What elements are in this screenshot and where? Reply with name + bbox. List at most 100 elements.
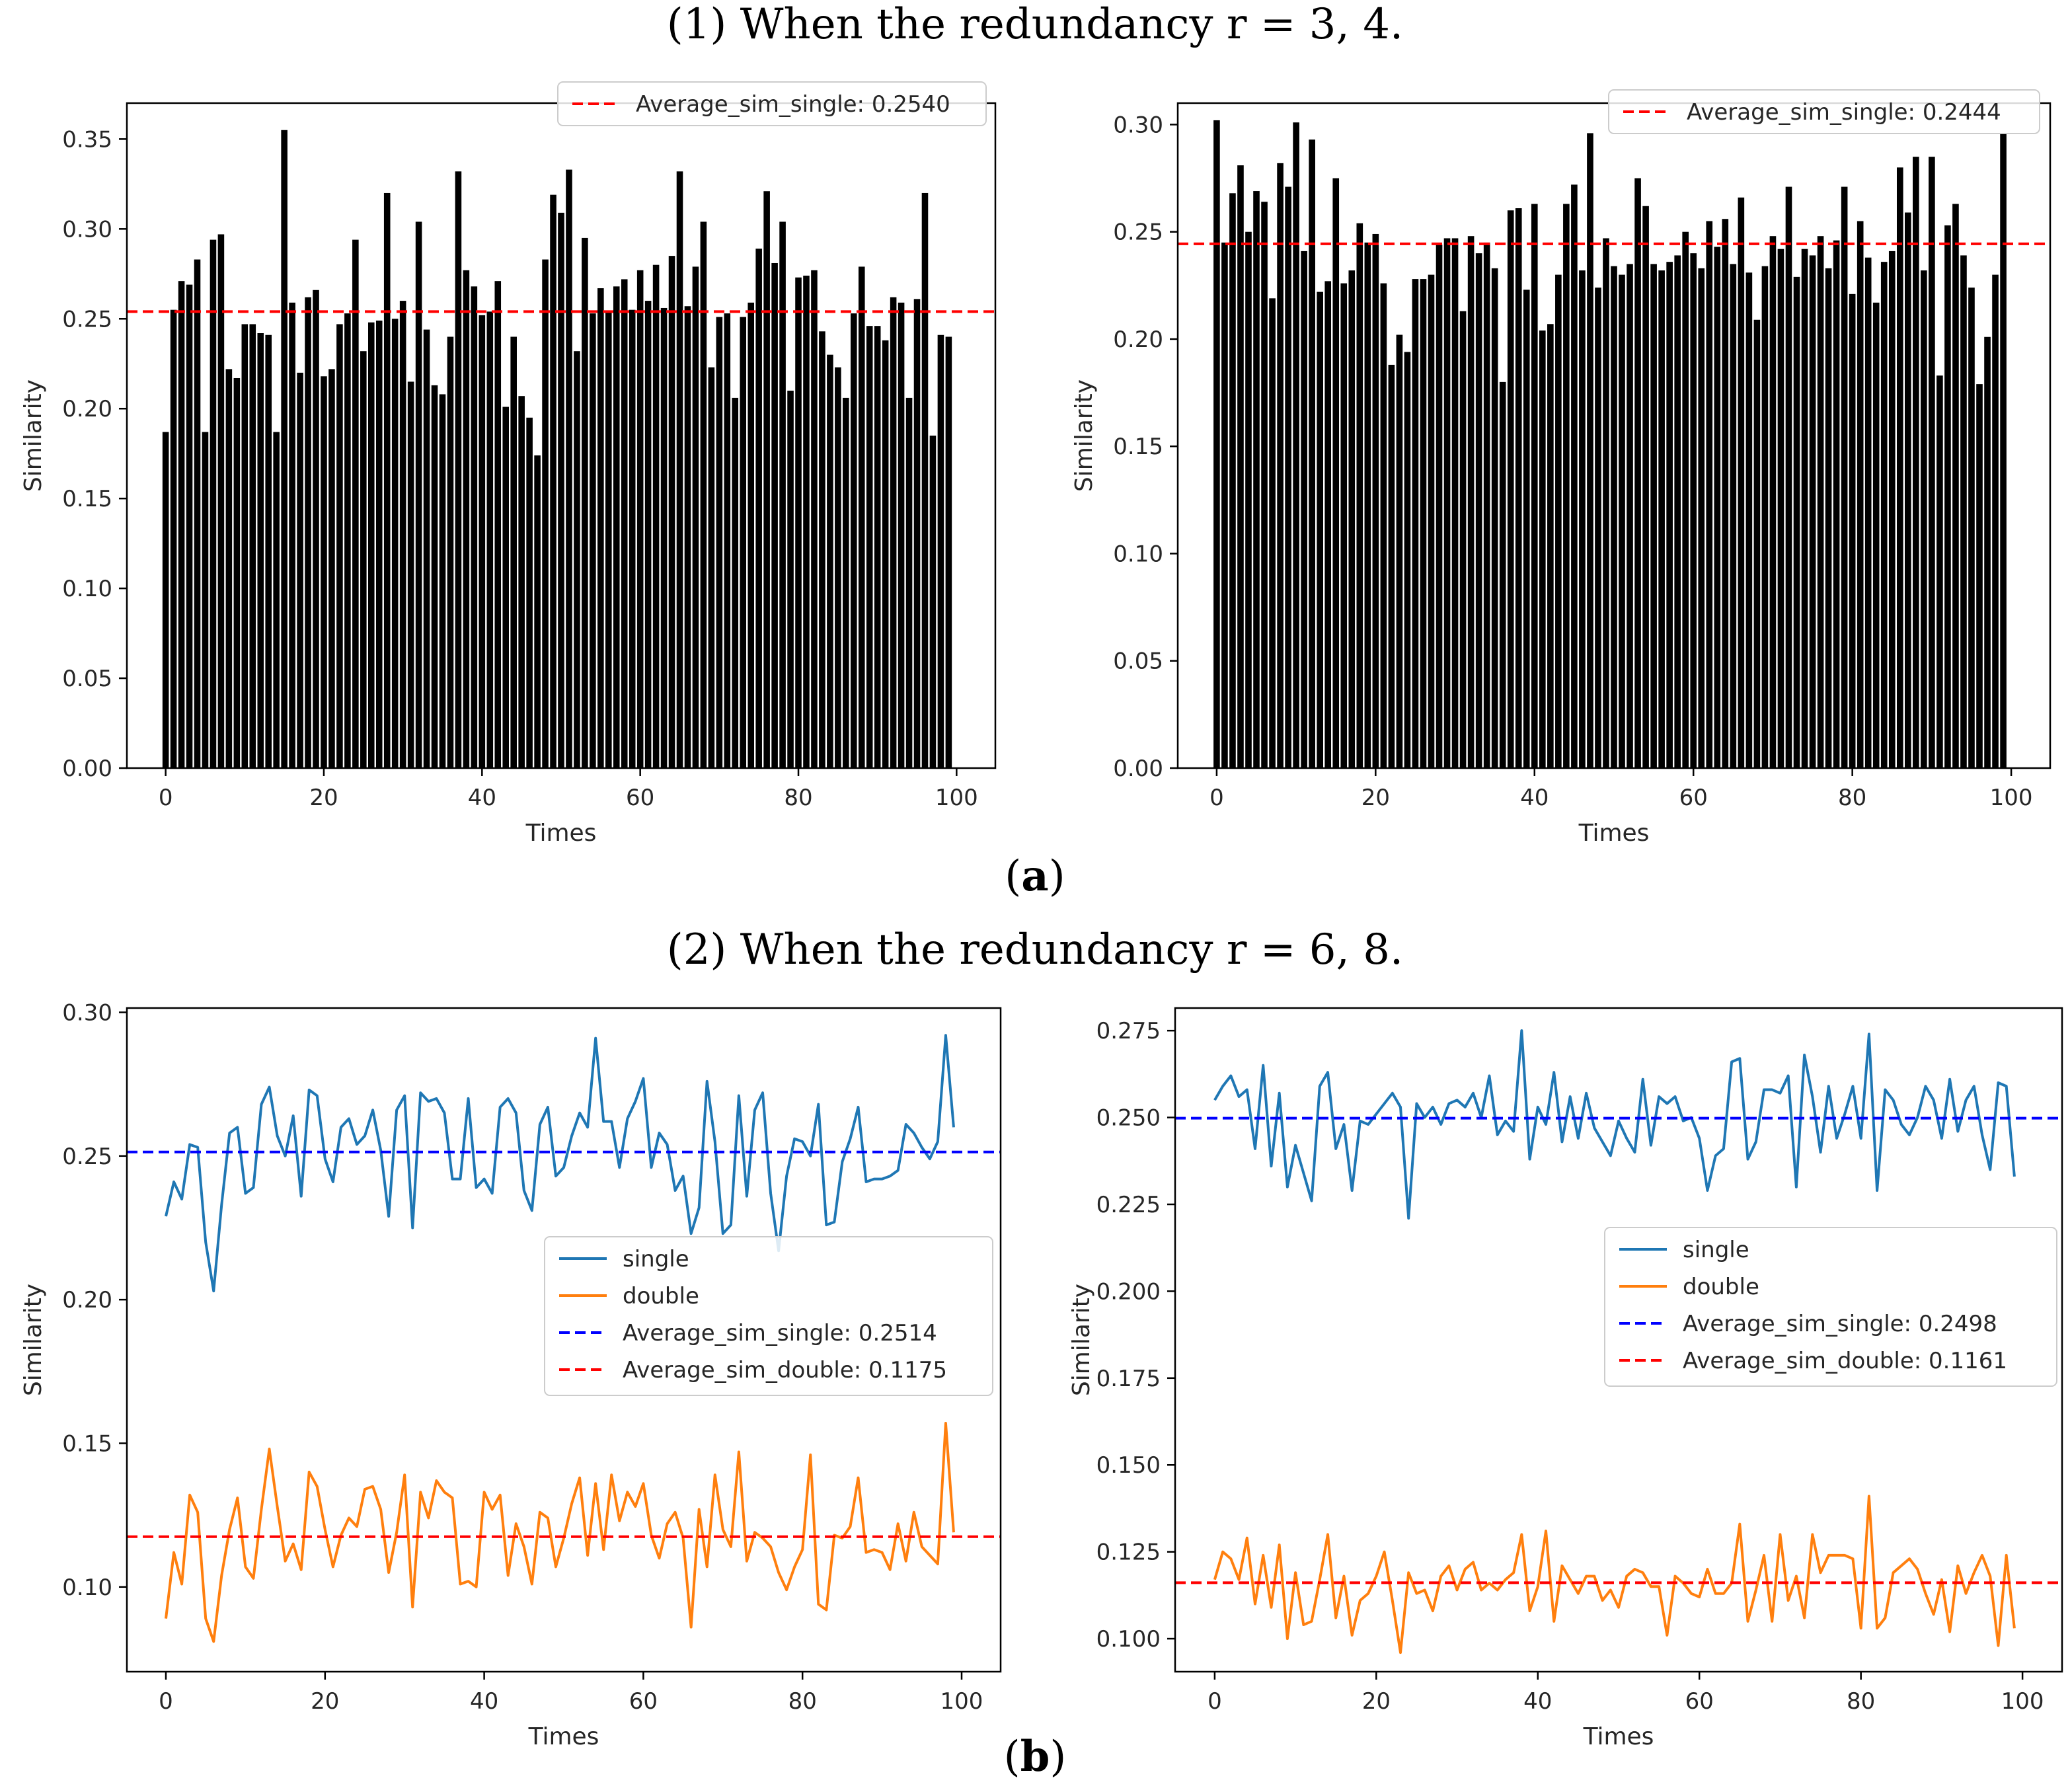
- series-line-double: [165, 1422, 955, 1643]
- x-tick-label: 20: [1361, 785, 1390, 811]
- bar: [1777, 249, 1784, 768]
- bar: [1499, 381, 1506, 768]
- bar: [1658, 270, 1665, 768]
- x-axis-label: Times: [528, 1723, 599, 1750]
- bar: [1412, 279, 1419, 769]
- bar: [905, 397, 913, 768]
- bar: [336, 324, 343, 768]
- bar: [305, 297, 311, 768]
- bar: [1769, 236, 1777, 768]
- x-tick-label: 100: [1990, 785, 2033, 811]
- bar: [1857, 221, 1864, 768]
- bar: [1913, 157, 1919, 768]
- bar: [1825, 268, 1832, 768]
- y-tick-label: 0.275: [1096, 1018, 1161, 1044]
- bar: [692, 266, 699, 768]
- bar: [676, 171, 683, 768]
- series-line-single: [165, 1034, 955, 1293]
- bar: [1642, 206, 1649, 768]
- bar: [534, 455, 541, 768]
- bar: [558, 212, 564, 769]
- bar: [913, 299, 921, 768]
- legend-entry: Average_sim_single: 0.2514: [623, 1320, 937, 1346]
- x-tick-label: 40: [1520, 785, 1549, 811]
- bar: [644, 301, 652, 769]
- bar: [1483, 242, 1490, 768]
- chart-r3-bar: 0 20 40 60 80 100 0.00 0.05 0.10 0.15 0.20 0.25 0.30…: [20, 81, 997, 847]
- bar: [1507, 210, 1514, 768]
- bar: [732, 397, 739, 768]
- bar: [1475, 253, 1482, 768]
- y-axis-label: Similarity: [1068, 1284, 1095, 1396]
- bar: [874, 326, 881, 768]
- x-axis-label: Times: [1578, 820, 1650, 847]
- bar: [636, 270, 644, 768]
- series-line-double: [1213, 1495, 2016, 1655]
- bar: [210, 239, 217, 768]
- bar: [835, 367, 841, 768]
- y-tick-label: 0.225: [1096, 1192, 1161, 1218]
- bar: [1428, 274, 1435, 768]
- bar: [1761, 266, 1769, 768]
- y-tick-label: 0.100: [1096, 1626, 1161, 1653]
- bar: [439, 394, 446, 768]
- bar: [1491, 268, 1498, 768]
- bar: [574, 351, 580, 768]
- bar: [1547, 324, 1554, 768]
- bar: [344, 313, 351, 768]
- bar: [1992, 274, 1999, 768]
- bar: [1372, 233, 1379, 768]
- bar: [882, 340, 889, 768]
- bar: [787, 391, 794, 768]
- bar: [265, 334, 272, 768]
- bar: [1968, 288, 1975, 769]
- bar: [866, 326, 873, 768]
- y-tick-label: 0.35: [62, 126, 112, 153]
- bar: [1698, 268, 1705, 768]
- bar: [494, 281, 502, 768]
- bar: [273, 432, 280, 768]
- x-axis-label: Times: [525, 820, 597, 847]
- legend-box: [544, 1236, 993, 1396]
- legend-box: [1608, 89, 2040, 134]
- bar: [858, 266, 865, 768]
- y-tick-label: 0.15: [62, 486, 112, 512]
- chart-r4-bar: 0 20 40 60 80 100 0.00 0.05 0.10 0.15 0.20 0.25 0.30…: [1071, 89, 2051, 847]
- bar: [1317, 292, 1323, 768]
- bar: [391, 319, 399, 768]
- bar: [1221, 242, 1228, 768]
- bar: [1332, 178, 1340, 768]
- bar: [1356, 223, 1363, 768]
- bar: [819, 331, 825, 768]
- x-tick-label: 100: [2001, 1688, 2044, 1715]
- bar: [194, 259, 201, 768]
- bar: [257, 333, 264, 768]
- bar: [621, 279, 628, 768]
- bar: [217, 234, 225, 769]
- y-tick-label: 0.00: [62, 756, 112, 782]
- axes-frame: [126, 1007, 1002, 1673]
- bar: [1674, 255, 1681, 768]
- y-tick-label: 0.150: [1096, 1452, 1161, 1479]
- bar: [502, 407, 510, 768]
- bar: [1611, 266, 1617, 768]
- bar: [526, 417, 533, 768]
- bar: [605, 311, 612, 768]
- bar: [471, 286, 478, 769]
- section-1-title: (1) When the redundancy r = 3, 4.: [666, 0, 1404, 49]
- bar: [763, 191, 770, 768]
- bar: [1960, 255, 1967, 768]
- bar: [479, 315, 486, 769]
- legend-entry: Average_sim_double: 0.1161: [1683, 1348, 2007, 1374]
- bar: [1253, 191, 1260, 768]
- y-tick-label: 0.175: [1096, 1366, 1161, 1392]
- bar: [1324, 281, 1332, 769]
- bar: [1277, 163, 1284, 769]
- x-tick-label: 60: [1685, 1688, 1714, 1715]
- bar: [708, 367, 715, 768]
- bar: [779, 221, 786, 768]
- y-tick-label: 0.250: [1096, 1105, 1161, 1132]
- section-2-title: (2) When the redundancy r = 6, 8.: [666, 925, 1404, 974]
- y-tick-label: 0.20: [62, 396, 112, 422]
- bar: [368, 322, 375, 769]
